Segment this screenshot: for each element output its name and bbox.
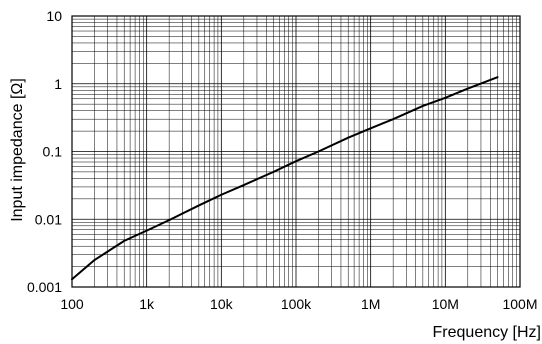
y-tick-label: 0.001 [27, 279, 62, 295]
x-tick-label: 1M [361, 296, 380, 312]
impedance-series-line [71, 76, 499, 281]
y-tick-label: 0.01 [35, 211, 62, 227]
grid [71, 16, 520, 288]
x-tick-label: 1k [139, 296, 155, 312]
x-tick-label: 100 [60, 296, 84, 312]
x-tick-label: 100M [502, 296, 537, 312]
x-tick-label: 10M [432, 296, 459, 312]
x-tick-labels: 100 1k 10k 100k 1M 10M 100M [60, 296, 537, 312]
y-tick-label: 10 [46, 8, 62, 24]
x-axis-title: Frequency [Hz] [433, 324, 541, 341]
y-tick-labels: 0.001 0.01 0.1 1 10 [27, 8, 62, 295]
x-tick-label: 100k [281, 296, 312, 312]
x-tick-label: 10k [210, 296, 234, 312]
plot-frame [71, 15, 521, 288]
y-axis-title: Input impedance [Ω] [9, 78, 26, 222]
y-tick-label: 0.1 [43, 144, 63, 160]
y-tick-label: 1 [54, 76, 62, 92]
